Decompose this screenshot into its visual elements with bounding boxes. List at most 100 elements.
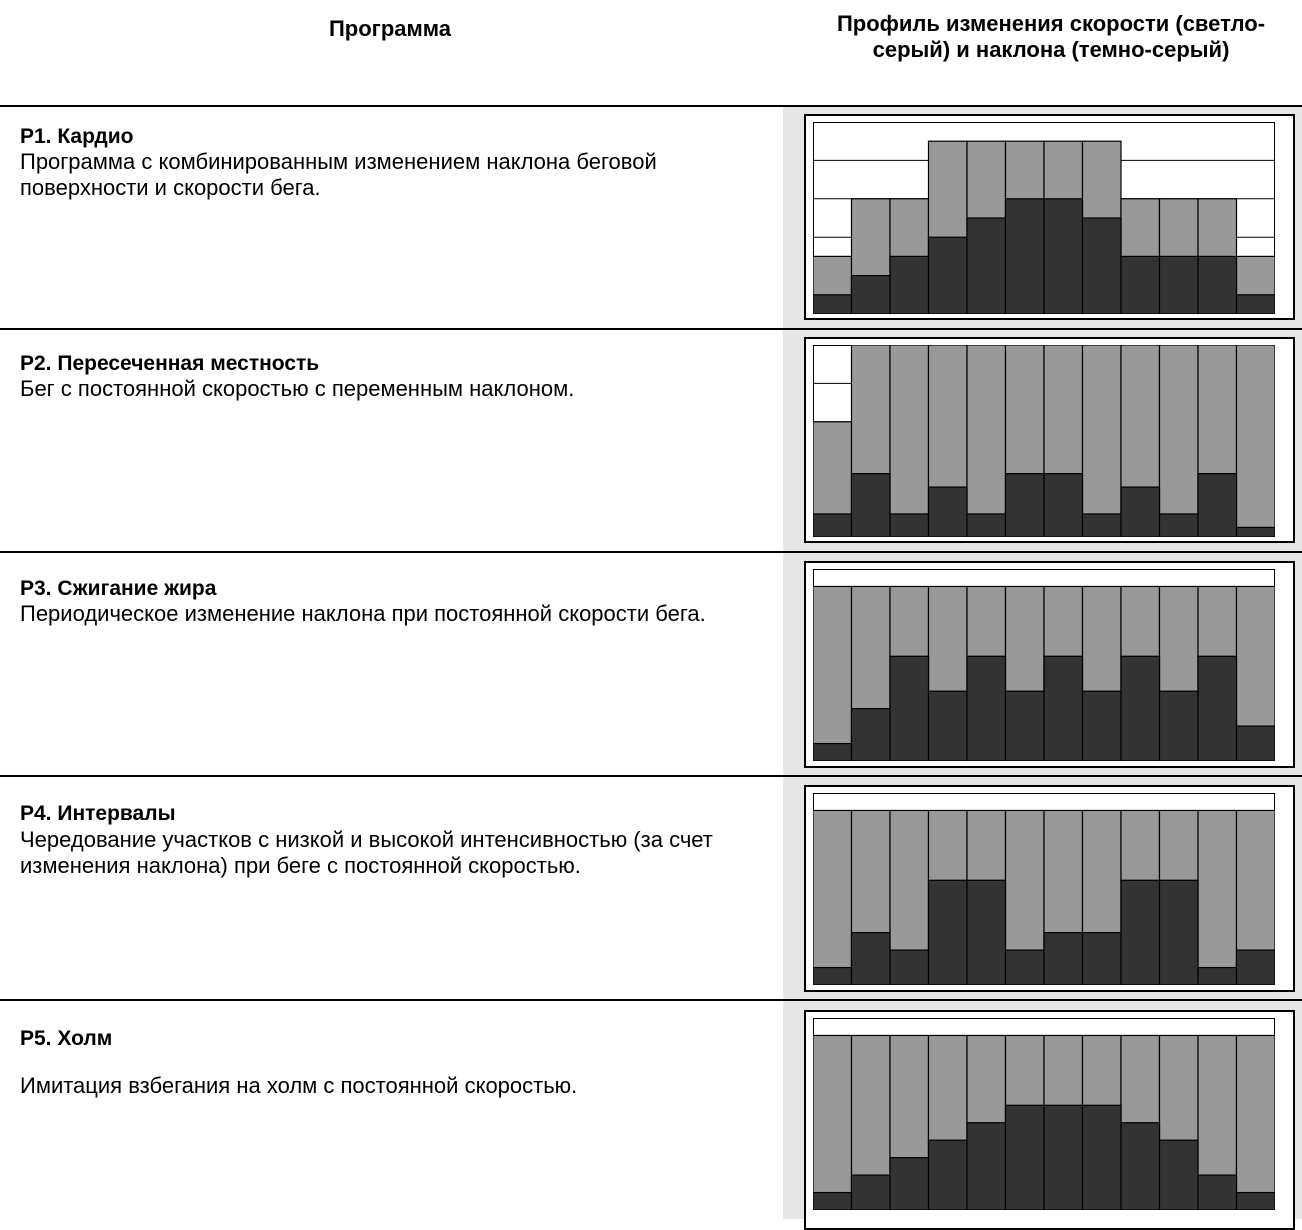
divider [0,775,1302,777]
incline-bar [1081,690,1122,761]
program-title: P4. Интервалы [20,802,176,825]
incline-bar [1043,198,1084,314]
speed-bar [813,1034,853,1210]
incline-bar [927,1139,968,1210]
incline-bar [1081,513,1122,537]
incline-bar [1004,949,1045,985]
incline-bar [1158,255,1199,314]
incline-bar [850,708,891,761]
column-header-program: Программа [328,16,452,41]
incline-bar [1158,513,1199,537]
program-title: P1. Кардио [20,125,134,148]
incline-bar [966,1122,1007,1210]
incline-bar [966,655,1007,761]
incline-bar [1197,966,1238,985]
profile-chart-p1 [813,122,1275,314]
column-header-profile: Профиль изменения скорости (светло-серый… [836,11,1266,62]
incline-bar [889,949,930,985]
incline-bar [1081,932,1122,985]
divider [0,328,1302,330]
incline-bar [889,1157,930,1210]
incline-bar [813,966,853,985]
incline-bar [813,294,853,314]
incline-bar [850,473,891,537]
program-row-p2: P2. Пересеченная местность Бег с постоян… [0,330,1302,551]
incline-bar [1235,1191,1275,1210]
incline-bar [813,742,853,761]
program-description: Имитация взбегания на холм с постоянной … [20,1073,578,1098]
program-title: P3. Сжигание жира [20,577,217,600]
program-title: P2. Пересеченная местность [20,352,320,375]
incline-bar [1120,655,1161,761]
incline-bar [927,486,968,537]
speed-bar [813,809,853,985]
incline-bar [1043,473,1084,537]
incline-bar [966,217,1007,314]
program-row-p1: P1. Кардио Программа с комбинированным и… [0,107,1302,328]
profile-chart-p3 [813,569,1275,761]
speed-bar [966,345,1007,537]
profile-chart-p4 [813,793,1275,985]
incline-bar [1043,932,1084,985]
program-info: P1. Кардио Программа с комбинированным и… [0,107,780,328]
chart-frame [804,561,1295,768]
incline-bar [889,513,930,537]
incline-bar [1235,725,1275,761]
incline-bar [927,236,968,314]
speed-bar [889,345,930,537]
incline-bar [927,690,968,761]
speed-bar [1197,809,1238,985]
incline-bar [1197,473,1238,537]
incline-bar [1197,1174,1238,1210]
program-description: Периодическое изменение наклона при пост… [20,601,706,626]
program-title: P5. Холм [20,1027,113,1050]
incline-bar [1235,526,1275,537]
incline-bar [1043,655,1084,761]
incline-bar [1158,690,1199,761]
incline-bar [813,513,853,537]
incline-bar [850,275,891,314]
incline-bar [1004,1104,1045,1210]
incline-bar [850,932,891,985]
incline-bar [927,879,968,985]
incline-bar [1235,949,1275,985]
divider [0,551,1302,553]
profile-chart-p2 [813,345,1275,537]
table-header: Программа Профиль изменения скорости (св… [0,0,1302,105]
incline-bar [1197,655,1238,761]
incline-bar [966,513,1007,537]
incline-bar [850,1174,891,1210]
program-row-p5: P5. Холм Имитация взбегания на холм с по… [0,1001,1302,1230]
profile-chart-p5 [813,1018,1275,1210]
speed-bar [1158,345,1199,537]
incline-bar [1120,879,1161,985]
incline-bar [1158,879,1199,985]
chart-frame [804,337,1295,543]
chart-frame [804,785,1295,992]
incline-bar [1120,486,1161,537]
incline-bar [1081,217,1122,314]
program-row-p3: P3. Сжигание жира Периодическое изменени… [0,553,1302,775]
incline-bar [1158,1139,1199,1210]
incline-bar [966,879,1007,985]
chart-frame [804,114,1295,320]
program-info: P5. Холм Имитация взбегания на холм с по… [0,1001,780,1219]
incline-bar [1043,1104,1084,1210]
program-info: P4. Интервалы Чередование участков с низ… [0,777,780,999]
program-info: P2. Пересеченная местность Бег с постоян… [0,330,780,551]
incline-bar [813,1191,853,1210]
incline-bar [1004,690,1045,761]
incline-bar [889,655,930,761]
program-info: P3. Сжигание жира Периодическое изменени… [0,553,780,775]
incline-bar [1120,1122,1161,1210]
incline-bar [1197,255,1238,314]
program-row-p4: P4. Интервалы Чередование участков с низ… [0,777,1302,999]
program-description: Программа с комбинированным изменением н… [20,149,657,200]
incline-bar [1081,1104,1122,1210]
incline-bar [1120,255,1161,314]
speed-bar [1235,345,1275,537]
incline-bar [1004,473,1045,537]
incline-bar [1004,198,1045,314]
program-description: Бег с постоянной скоростью с переменным … [20,376,575,401]
program-description: Чередование участков с низкой и высокой … [20,827,713,878]
